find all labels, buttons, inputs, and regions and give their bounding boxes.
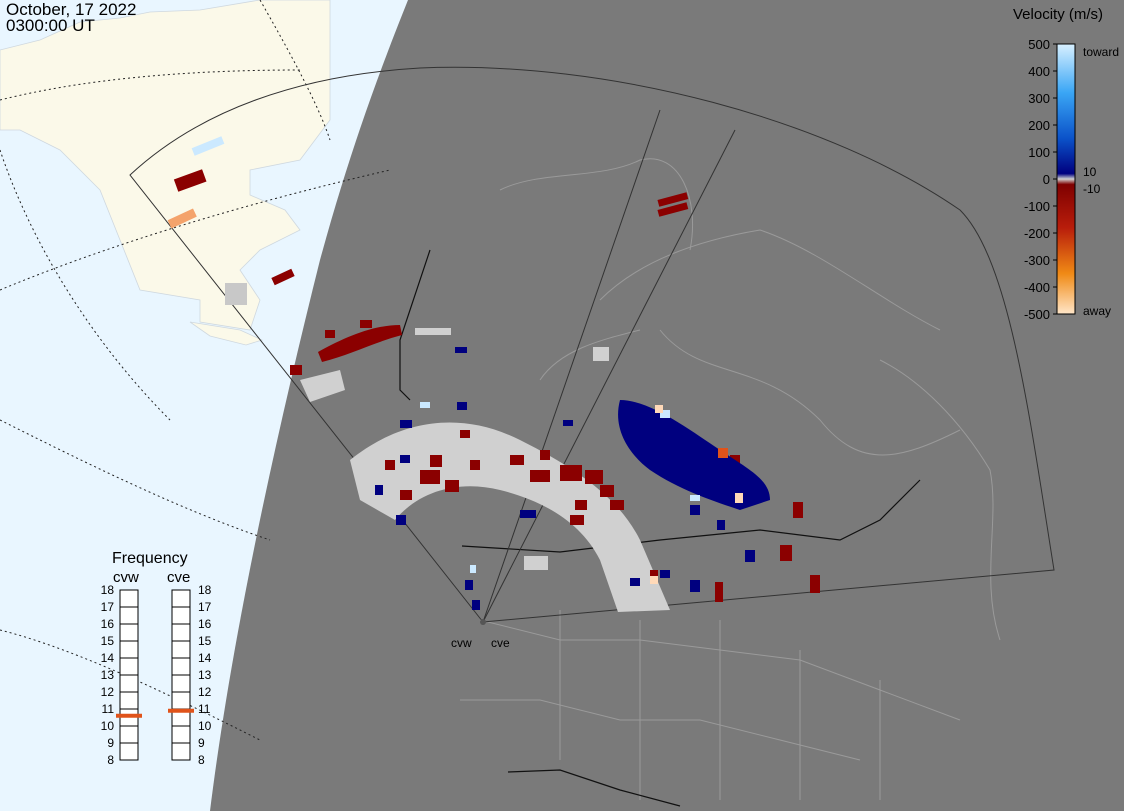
away-mid-cell xyxy=(718,448,728,458)
ground-scatter-cell xyxy=(225,283,247,305)
frequency-scale-label: 15 xyxy=(100,634,114,648)
legend-tick-label: 100 xyxy=(1028,145,1050,160)
away-light-scatter xyxy=(650,405,743,584)
sunlit-land xyxy=(0,0,331,331)
frequency-scale-label: 16 xyxy=(100,617,114,631)
frequency-scale-label: 10 xyxy=(198,719,212,733)
frequency-scale-label: 18 xyxy=(100,583,114,597)
frequency-scale-label: 18 xyxy=(198,583,212,597)
timestamp-time: 0300:00 UT xyxy=(6,16,95,35)
frequency-radar-cve-label: cve xyxy=(167,569,191,586)
frequency-scale-label: 9 xyxy=(107,736,114,750)
frequency-scale-label: 14 xyxy=(100,651,114,665)
legend-tick-label: 0 xyxy=(1042,172,1050,187)
legend-threshold-pos: 10 xyxy=(1083,165,1097,179)
night-region xyxy=(210,0,1124,811)
away-cell xyxy=(657,192,689,207)
away-cell xyxy=(657,202,689,217)
radar-label-cve: cve xyxy=(491,636,510,650)
away-cell xyxy=(173,169,207,192)
toward-light-scatter xyxy=(191,136,700,573)
ground-scatter-patch xyxy=(300,370,345,402)
toward-cluster xyxy=(618,400,770,510)
legend-tick-label: -500 xyxy=(1023,307,1050,322)
legend-threshold-neg: -10 xyxy=(1083,182,1101,196)
legend-tick-label: 500 xyxy=(1028,37,1050,52)
frequency-scale-label: 11 xyxy=(198,702,211,716)
toward-scatter xyxy=(375,347,755,610)
land-peninsula xyxy=(189,321,264,346)
frequency-scale-label: 8 xyxy=(107,753,114,767)
frequency-scale-label: 12 xyxy=(100,685,114,699)
legend-away-label: away xyxy=(1083,304,1112,318)
velocity-cells xyxy=(167,136,820,612)
frequency-scale-label: 12 xyxy=(198,685,212,699)
timestamp-date: October, 17 2022 xyxy=(6,0,137,19)
away-mid-cell xyxy=(167,208,197,229)
frequency-scale-label: 17 xyxy=(198,600,212,614)
timestamp: October, 17 2022 0300:00 UT xyxy=(6,0,137,35)
away-cluster xyxy=(318,325,402,362)
ground-scatter-cell xyxy=(593,347,609,361)
legend-tick-label: -300 xyxy=(1023,253,1050,268)
frequency-scale-label: 10 xyxy=(100,719,114,733)
frequency-scale-label: 8 xyxy=(198,753,205,767)
legend-tick-label: 300 xyxy=(1028,91,1050,106)
legend-tick-label: -200 xyxy=(1023,226,1050,241)
legend-tick-label: 200 xyxy=(1028,118,1050,133)
frequency-markers xyxy=(116,708,194,718)
legend-toward-label: toward xyxy=(1083,45,1120,59)
frequency-scale-label: 9 xyxy=(198,736,205,750)
ground-scatter-cell xyxy=(415,328,451,335)
frequency-scale-label: 13 xyxy=(100,668,114,682)
ground-scatter-band xyxy=(350,422,670,612)
frequency-scale-label: 14 xyxy=(198,651,212,665)
radar-site-marker xyxy=(480,619,486,625)
ground-scatter-cell xyxy=(524,556,548,570)
frequency-scale-label: 16 xyxy=(198,617,212,631)
radar-label-cvw: cvw xyxy=(451,636,472,650)
national-borders xyxy=(399,249,921,807)
legend-tick-label: 400 xyxy=(1028,64,1050,79)
legend-tick-label: -400 xyxy=(1023,280,1050,295)
frequency-title: Frequency xyxy=(112,550,188,567)
legend-title: Velocity (m/s) xyxy=(1013,6,1104,23)
frequency-scale-label: 11 xyxy=(101,702,114,716)
coastlines xyxy=(460,158,1001,800)
frequency-radar-cvw-label: cvw xyxy=(113,569,139,586)
frequency-scale-label: 15 xyxy=(198,634,212,648)
legend-tick-label: -100 xyxy=(1023,199,1050,214)
frequency-scale-label: 13 xyxy=(198,668,212,682)
colorbar-ticks xyxy=(1053,43,1057,315)
away-cell xyxy=(271,268,295,286)
velocity-colorbar xyxy=(1056,43,1076,315)
frequency-scale-label: 17 xyxy=(100,600,114,614)
radar-fov xyxy=(129,66,1055,623)
